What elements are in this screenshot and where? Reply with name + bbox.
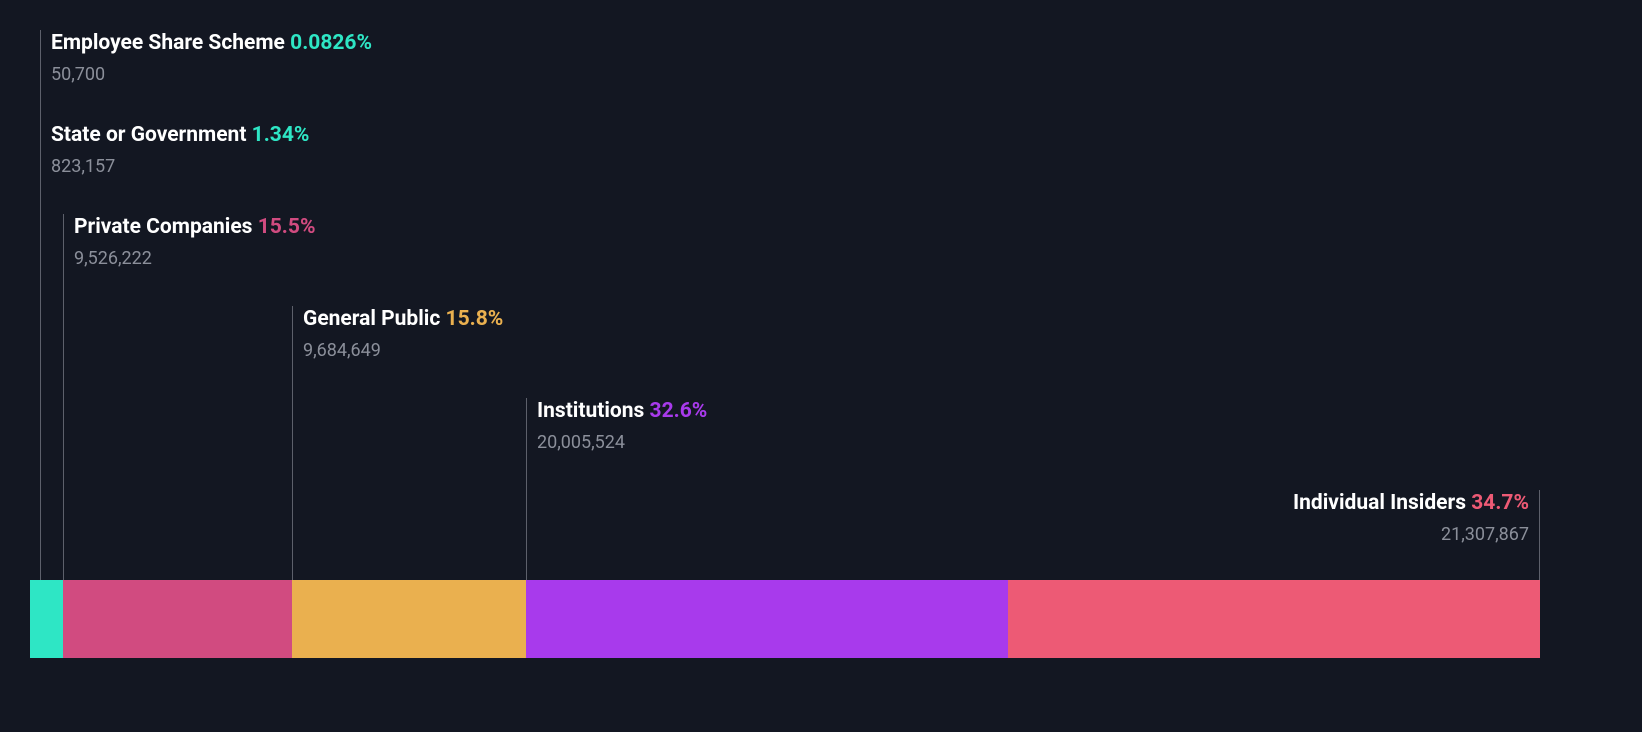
bar-segment <box>526 580 1008 658</box>
bar-segment <box>43 580 63 658</box>
chart-labels-area: Employee Share Scheme 0.0826% 50,700 State… <box>30 30 1540 580</box>
segment-title-row: State or Government 1.34% <box>51 122 309 149</box>
bar-segment <box>292 580 526 658</box>
segment-name: Institutions <box>537 399 644 423</box>
bar-segment <box>30 580 43 658</box>
segment-value: 9,526,222 <box>74 247 315 270</box>
segment-name: Employee Share Scheme <box>51 31 285 55</box>
segment-percentage: 34.7% <box>1471 491 1529 515</box>
bar-segment <box>63 580 292 658</box>
segment-percentage: 15.5% <box>258 215 316 239</box>
segment-value: 50,700 <box>51 63 372 86</box>
chart-bar-area <box>30 580 1540 658</box>
bar-segment <box>1008 580 1540 658</box>
segment-name: Individual Insiders <box>1293 491 1466 515</box>
ownership-breakdown-chart: Employee Share Scheme 0.0826% 50,700 State… <box>30 30 1580 690</box>
segment-name: Private Companies <box>74 215 252 239</box>
segment-percentage: 0.0826% <box>290 31 372 55</box>
segment-label: Institutions 32.6% 20,005,524 <box>526 398 707 580</box>
segment-label: General Public 15.8% 9,684,649 <box>292 306 503 580</box>
segment-name: General Public <box>303 307 440 331</box>
segment-value: 21,307,867 <box>1293 523 1529 546</box>
segment-value: 20,005,524 <box>537 431 707 454</box>
segment-name: State or Government <box>51 123 246 147</box>
segment-value: 9,684,649 <box>303 339 503 362</box>
segment-value: 823,157 <box>51 155 309 178</box>
segment-title-row: General Public 15.8% <box>303 306 503 333</box>
segment-percentage: 1.34% <box>252 123 310 147</box>
segment-percentage: 15.8% <box>446 307 504 331</box>
segment-title-row: Employee Share Scheme 0.0826% <box>51 30 372 57</box>
segment-label: Individual Insiders 34.7% 21,307,867 <box>1293 490 1540 580</box>
segment-title-row: Institutions 32.6% <box>537 398 707 425</box>
segment-title-row: Private Companies 15.5% <box>74 214 315 241</box>
segment-label: Private Companies 15.5% 9,526,222 <box>63 214 315 580</box>
segment-title-row: Individual Insiders 34.7% <box>1293 490 1529 517</box>
segment-percentage: 32.6% <box>650 399 708 423</box>
